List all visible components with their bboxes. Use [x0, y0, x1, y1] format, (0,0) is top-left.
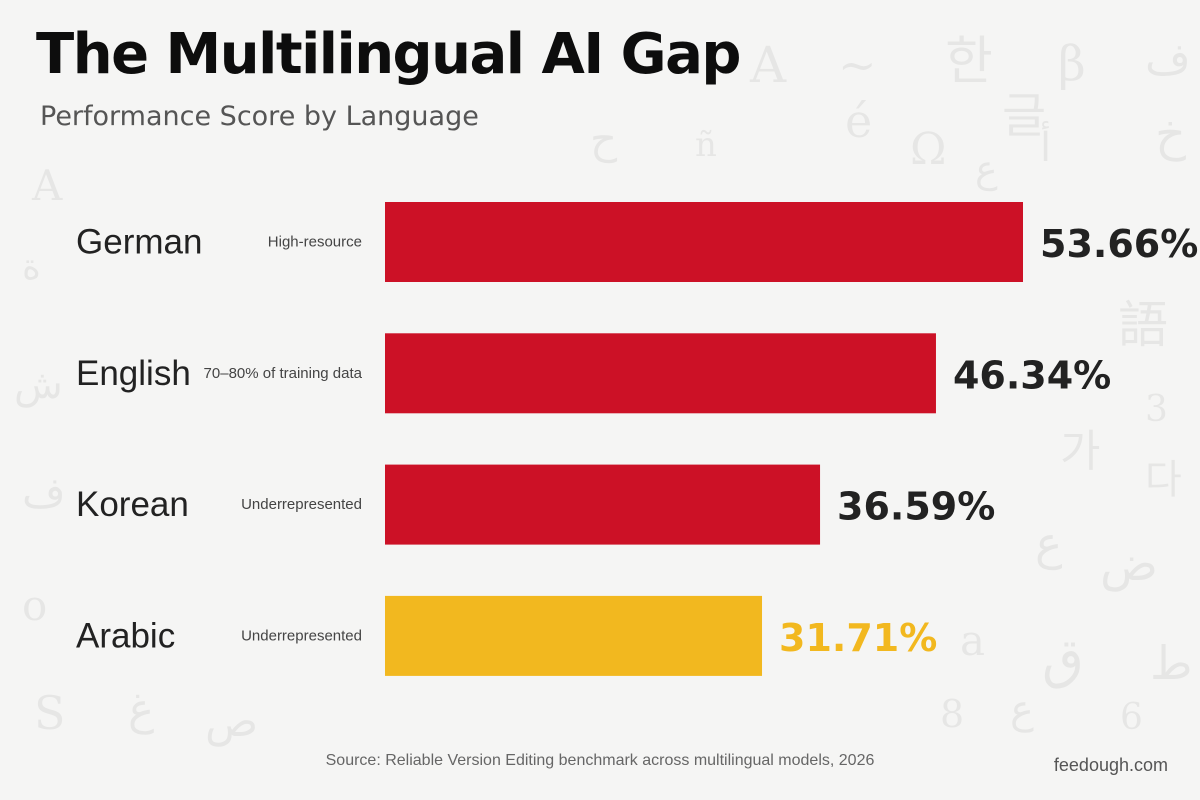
source-note: Source: Reliable Version Editing benchma… — [325, 752, 875, 769]
category-label: Korean — [76, 485, 189, 524]
data-label: 31.71% — [779, 616, 937, 660]
category-note: Underrepresented — [241, 627, 362, 644]
data-label: 46.34% — [953, 353, 1111, 397]
bar — [385, 202, 1023, 282]
category-note: Underrepresented — [241, 496, 362, 513]
chart-title: The Multilingual AI Gap — [36, 22, 742, 87]
bar — [385, 595, 763, 676]
category-label: Arabic — [76, 616, 175, 655]
category-note: 70–80% of training data — [204, 365, 363, 382]
data-label: 53.66% — [1040, 222, 1198, 266]
bar — [385, 333, 936, 414]
category-label: English — [76, 354, 191, 393]
chart-subtitle: Performance Score by Language — [40, 101, 479, 132]
data-label: 36.59% — [837, 485, 995, 529]
brand-credit: feedough.com — [1053, 755, 1168, 775]
category-label: German — [76, 223, 202, 262]
category-note: High-resource — [268, 234, 362, 251]
bar — [385, 464, 821, 545]
